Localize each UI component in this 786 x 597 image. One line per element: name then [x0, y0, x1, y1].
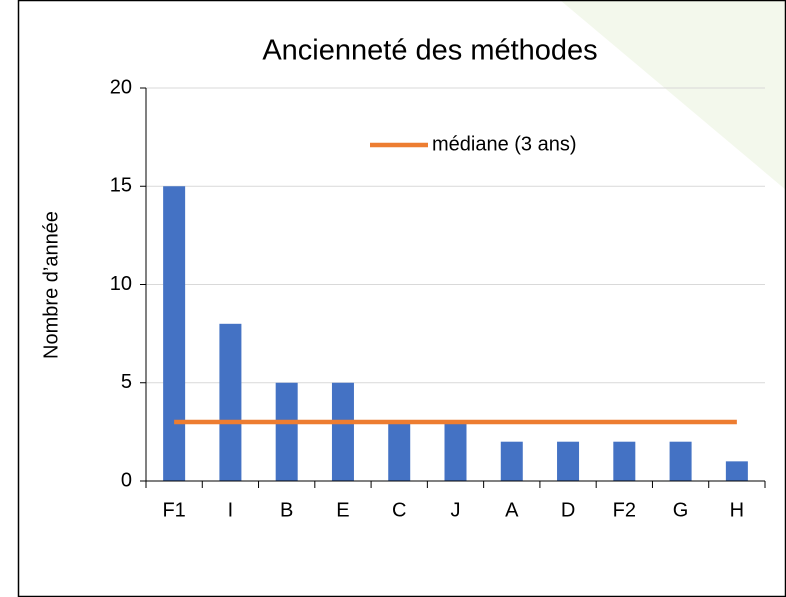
bar	[219, 323, 242, 481]
x-tick-label: E	[336, 499, 349, 521]
bar	[275, 382, 298, 481]
bar	[725, 461, 748, 481]
y-tick-label: 5	[121, 371, 132, 393]
bar	[444, 422, 467, 481]
y-tick-label: 15	[110, 175, 132, 197]
x-tick-label: J	[451, 499, 461, 521]
x-tick-label: F1	[162, 499, 185, 521]
x-tick-label: A	[505, 499, 519, 521]
x-tick-label: B	[280, 499, 293, 521]
bar	[163, 186, 186, 481]
x-tick-label: I	[228, 499, 234, 521]
bar	[613, 441, 636, 481]
bar	[500, 441, 523, 481]
y-axis-label: Nombre d’année	[40, 211, 62, 359]
bar	[557, 441, 580, 481]
x-tick-label: H	[730, 499, 744, 521]
y-tick-label: 10	[110, 273, 132, 295]
y-tick-label: 0	[121, 469, 132, 491]
y-tick-label: 20	[110, 76, 132, 98]
x-tick-label: D	[561, 499, 575, 521]
bar	[331, 382, 354, 481]
x-tick-label: C	[392, 499, 406, 521]
background-shape	[560, 0, 786, 190]
x-tick-label: F2	[613, 499, 636, 521]
bar	[388, 422, 411, 481]
x-tick-label: G	[673, 499, 689, 521]
bar	[669, 441, 692, 481]
chart-title: Ancienneté des méthodes	[262, 35, 597, 67]
legend-label: médiane (3 ans)	[432, 133, 577, 155]
